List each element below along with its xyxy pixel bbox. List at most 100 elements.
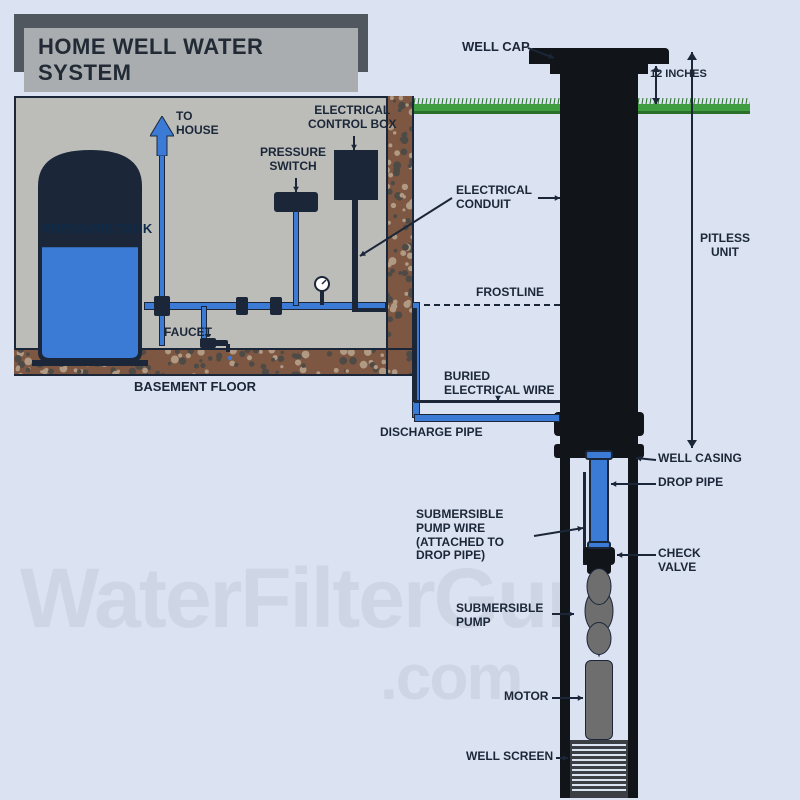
- grass-left: [414, 98, 560, 122]
- shape: [572, 764, 626, 766]
- shape: [526, 98, 527, 104]
- shape: [414, 111, 560, 114]
- shape: [617, 552, 622, 558]
- shape: [738, 98, 739, 104]
- shape: [490, 390, 506, 409]
- faucet-label: FAUCET: [164, 326, 212, 340]
- shape: [558, 98, 559, 104]
- shape: [710, 98, 711, 104]
- shape: [674, 98, 675, 104]
- shape: [502, 98, 503, 104]
- well-casing-wall-left: [560, 450, 570, 798]
- shape: [352, 190, 460, 264]
- check-valve-label: CHECKVALVE: [658, 547, 701, 575]
- shape: [548, 750, 576, 766]
- shape: [646, 98, 647, 104]
- shape: [236, 297, 248, 315]
- discharge-pipe: [414, 414, 560, 422]
- shape: [418, 98, 419, 104]
- shape: [572, 784, 626, 786]
- shape: [642, 98, 643, 104]
- frostline: [414, 304, 560, 306]
- shape: [578, 695, 583, 701]
- shape: [454, 98, 455, 104]
- shape: [510, 98, 511, 104]
- shape: [550, 98, 551, 104]
- shape: [572, 789, 626, 791]
- shape: [32, 360, 148, 366]
- shape: [506, 98, 507, 104]
- shape: [288, 170, 304, 200]
- shape: [585, 450, 613, 460]
- to-house-arrow: [150, 116, 174, 156]
- pressure-tank-label: PRESSURE TANK: [42, 222, 152, 237]
- shape: [542, 98, 543, 104]
- shape: [572, 779, 626, 781]
- shape: [495, 396, 501, 401]
- shape: [154, 296, 170, 316]
- shape: [446, 98, 447, 104]
- pump-wire-label: SUBMERSIBLEPUMP WIRE(ATTACHED TODROP PIP…: [416, 508, 504, 563]
- shape: [714, 98, 715, 104]
- shape: [611, 481, 616, 487]
- shape: [563, 755, 568, 761]
- shape: [572, 744, 626, 746]
- pitless-unit-label: PITLESSUNIT: [700, 232, 750, 260]
- watermark-suffix: .com: [380, 640, 521, 714]
- shape: [638, 98, 639, 104]
- shape: [494, 98, 495, 104]
- shape: [730, 98, 731, 104]
- shape: [522, 98, 523, 104]
- shape: [438, 98, 439, 104]
- twelve-inches-label: 12 INCHES: [650, 68, 707, 81]
- shape: [572, 774, 626, 776]
- shape: [450, 98, 451, 104]
- shape: [351, 145, 357, 150]
- shape: [442, 98, 443, 104]
- shape: [572, 759, 626, 761]
- shape: [430, 98, 431, 104]
- shape: [534, 528, 583, 536]
- shape: [226, 344, 230, 352]
- shape: [42, 247, 138, 358]
- shape: [538, 98, 539, 104]
- shape: [413, 308, 417, 402]
- shape: [530, 98, 531, 104]
- shape: [534, 98, 535, 104]
- to-house-label: TOHOUSE: [176, 110, 219, 138]
- shape: [603, 476, 664, 492]
- shape: [426, 98, 427, 104]
- shape: [722, 98, 723, 104]
- shape: [458, 98, 459, 104]
- well-screen: [570, 740, 628, 798]
- shape: [569, 611, 574, 617]
- pressure-tank: [32, 146, 148, 366]
- well-casing-wall-right: [628, 450, 638, 798]
- shape: [530, 190, 568, 206]
- shape: [214, 340, 228, 346]
- shape: [470, 98, 471, 104]
- well-casing-label: WELL CASING: [658, 452, 742, 466]
- shape: [687, 440, 697, 448]
- discharge-pipe-label: DISCHARGE PIPE: [380, 426, 483, 440]
- shape: [555, 195, 560, 201]
- shape: [422, 98, 423, 104]
- shape: [474, 98, 475, 104]
- shape: [554, 98, 555, 104]
- shape: [636, 456, 642, 462]
- shape: [526, 520, 591, 544]
- drop-pipe-label: DROP PIPE: [658, 476, 723, 490]
- frostline-label: FROSTLINE: [476, 286, 544, 300]
- shape: [687, 52, 697, 60]
- shape: [514, 98, 515, 104]
- shape: [572, 769, 626, 771]
- shape: [360, 198, 452, 256]
- submersible-pump-label: SUBMERSIBLEPUMP: [456, 602, 543, 630]
- shape: [554, 412, 644, 436]
- shape: [293, 187, 299, 192]
- shape: [478, 98, 479, 104]
- shape: [490, 98, 491, 104]
- shape: [628, 450, 664, 468]
- shape: [609, 547, 664, 563]
- shape: [466, 98, 467, 104]
